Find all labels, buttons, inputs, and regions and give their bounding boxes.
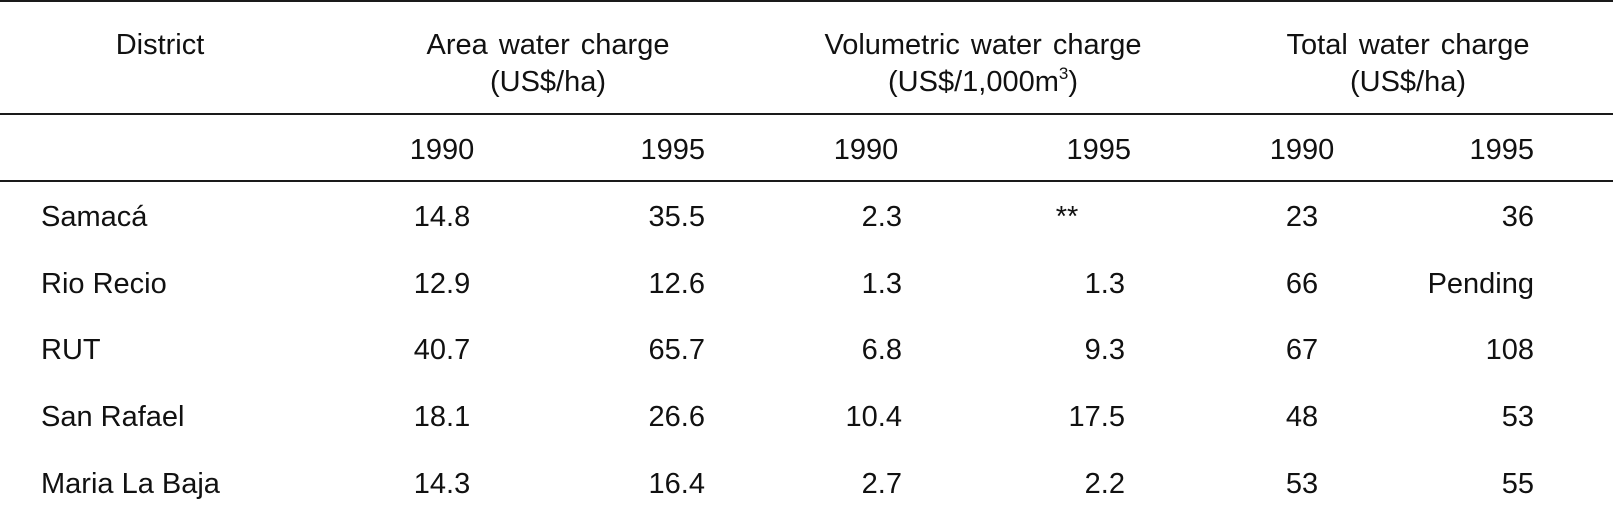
year-area-1990: 1990 [409,134,475,166]
cell-total-1995: 108 [1485,334,1534,366]
cell-total-1990: 48 [1285,401,1319,433]
year-area-1995: 1995 [640,134,705,166]
cell-district: RUT [41,334,101,366]
cell-volumetric-1990: 6.8 [861,334,902,366]
cell-total-1995: 36 [1501,201,1534,233]
year-volumetric-1995: 1995 [1066,134,1131,166]
cell-area-1995: 26.6 [648,401,705,433]
cell-volumetric-1990: 2.3 [861,201,902,233]
cell-district: Samacá [41,201,148,233]
header-total-water-charge: Total water charge (US$/ha) [1286,29,1530,98]
cell-volumetric-1995: ** [1055,201,1079,233]
top-rule [0,0,1613,2]
cell-volumetric-1990: 2.7 [861,468,902,500]
cell-volumetric-1995: 1.3 [1084,268,1125,300]
cell-volumetric-1995: 17.5 [1068,401,1125,433]
years-rule [0,180,1613,182]
cell-volumetric-1995: 9.3 [1084,334,1125,366]
cell-total-1995: 53 [1501,401,1534,433]
header-district: District [115,29,205,61]
header-volumetric-water-charge: Volumetric water charge (US$/1,000m3) [824,29,1142,98]
cell-district: Maria La Baja [41,468,220,500]
cell-area-1990: 40.7 [413,334,471,366]
cell-area-1990: 14.3 [413,468,471,500]
cell-total-1995: 55 [1501,468,1534,500]
year-total-1995: 1995 [1469,134,1534,166]
cell-district: San Rafael [41,401,185,433]
cell-area-1990: 18.1 [413,401,471,433]
header-rule [0,113,1613,115]
year-volumetric-1990: 1990 [833,134,899,166]
cell-area-1995: 12.6 [648,268,705,300]
header-area-water-charge: Area water charge (US$/ha) [426,29,670,98]
cell-total-1990: 23 [1285,201,1319,233]
cell-area-1995: 65.7 [648,334,705,366]
cell-area-1995: 35.5 [648,201,705,233]
cell-total-1995: Pending [1427,268,1534,300]
cell-volumetric-1995: 2.2 [1084,468,1125,500]
cell-area-1990: 14.8 [413,201,471,233]
cell-district: Rio Recio [41,268,167,300]
cell-total-1990: 53 [1285,468,1319,500]
cell-volumetric-1990: 1.3 [861,268,902,300]
year-total-1990: 1990 [1269,134,1335,166]
cell-volumetric-1990: 10.4 [845,401,902,433]
cell-area-1995: 16.4 [648,468,705,500]
cell-area-1990: 12.9 [413,268,471,300]
cell-total-1990: 67 [1285,334,1319,366]
cell-total-1990: 66 [1285,268,1319,300]
